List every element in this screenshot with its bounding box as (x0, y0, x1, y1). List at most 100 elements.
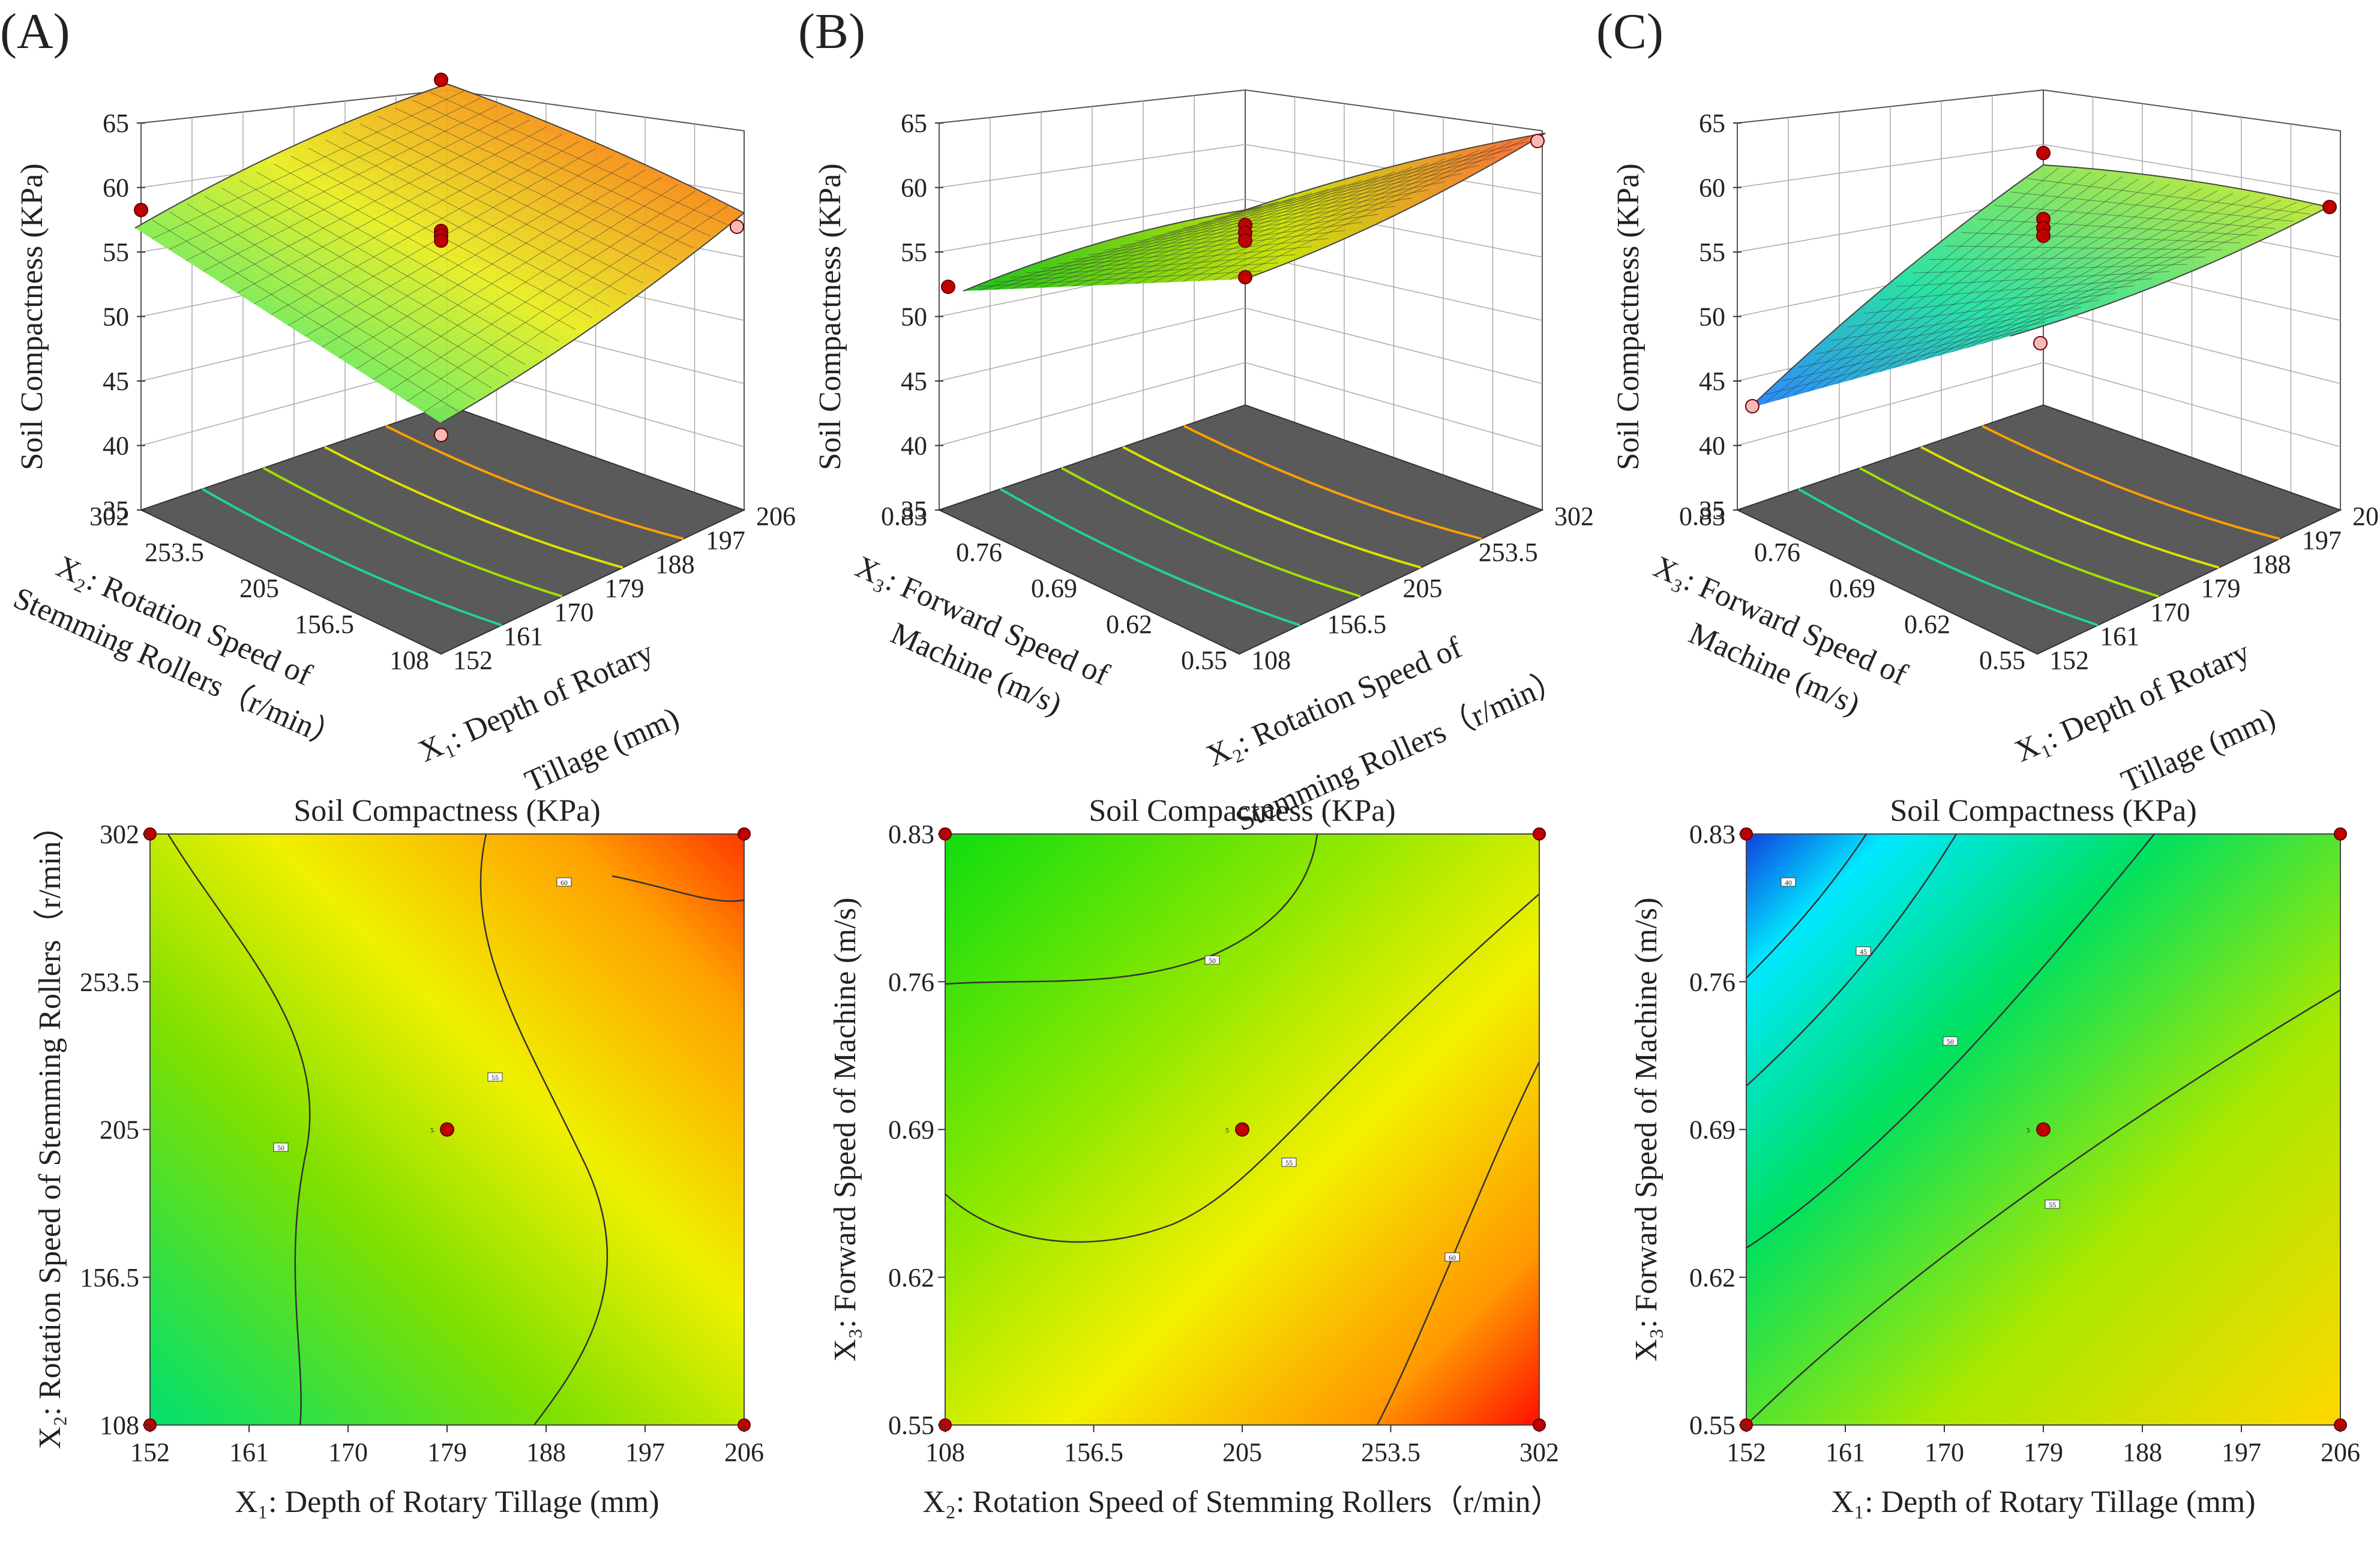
y-tick-label: 0.76 (888, 967, 934, 997)
x-tick-label: 206 (756, 502, 796, 531)
floor-contour-line (263, 467, 563, 598)
y-tick-label: 0.69 (888, 1115, 934, 1145)
surface-mesh-line (1981, 202, 2297, 344)
surface-mesh-line (429, 91, 728, 225)
y-tick-label: 0.69 (1829, 574, 1875, 603)
y-tick-label: 0.83 (1689, 820, 1735, 849)
floor-contour-line (385, 425, 684, 540)
z-tick-label: 40 (901, 431, 927, 461)
contour-line (479, 833, 609, 1426)
y-tick-label: 253.5 (145, 538, 204, 567)
surface-mesh-line (1198, 145, 1495, 281)
design-point (730, 220, 744, 234)
contour-line (1746, 833, 1868, 979)
surface-panel-a: 35 40 45 50 55 60 65 Soil Compactness (KPa) 152 1… (8, 73, 796, 799)
x-tick-label: 152 (2049, 646, 2089, 675)
x-tick-label: 170 (328, 1438, 368, 1467)
floor-contour-line (324, 446, 624, 569)
z-tick-label: 40 (103, 431, 129, 461)
design-point (434, 233, 448, 248)
x-tick-label: 179 (605, 574, 645, 603)
y-tick-label: 0.76 (956, 538, 1002, 567)
z-tick-label: 35 (901, 496, 927, 525)
design-point (2036, 146, 2051, 160)
z-tick-label: 50 (103, 302, 129, 332)
x-tick-label: 205 (1403, 574, 1443, 603)
contour-panel-a: 50 55 60 5 Soil Compactness (KPa) 152 161 170 17… (33, 794, 764, 1519)
x-tick-label: 152 (453, 646, 493, 675)
y-tick-label: 156.5 (80, 1263, 139, 1292)
y-tick-label: 0.55 (1181, 646, 1227, 675)
contour-label: 55 (2049, 1201, 2056, 1209)
x-tick-label: 206 (2352, 502, 2380, 531)
x-tick-label: 188 (2252, 550, 2291, 579)
contour-label: 50 (1209, 956, 1216, 965)
y-axis-title: X₂: Rotation Speed of Stemming Rollers（r… (33, 810, 67, 1449)
z-tick-label: 35 (1699, 496, 1725, 525)
surface-mesh-line (389, 191, 695, 391)
y-tick-label: 0.76 (1689, 967, 1735, 997)
y-tick-label: 205 (100, 1115, 139, 1145)
surface-mesh-line (424, 205, 728, 413)
contour-line (945, 893, 1540, 1243)
design-point (2036, 229, 2051, 243)
surface-mesh-line (407, 198, 712, 402)
x-tick-label: 108 (925, 1438, 965, 1467)
z-tick-label: 45 (1699, 367, 1725, 396)
surface-panel-b: 35 40 45 50 55 60 65 Soil Compactness (KPa) 108 1… (813, 89, 1594, 838)
x-tick-label: 206 (724, 1438, 764, 1467)
contour-label: 60 (560, 878, 568, 887)
x-tick-label: 108 (1251, 646, 1291, 675)
x-tick-label: 197 (2302, 526, 2342, 555)
y-tick-label: 0.62 (1106, 610, 1152, 639)
center-point (440, 1122, 454, 1137)
z-axis-title: Soil Compactness (KPa) (813, 163, 847, 470)
design-point (738, 827, 751, 841)
contour-label-box (1281, 1157, 1297, 1167)
contour-label-box (273, 1142, 289, 1152)
design-point (434, 428, 448, 442)
contour-label: 50 (1947, 1037, 1954, 1046)
y-tick-label: 0.83 (888, 820, 934, 849)
contour-line (945, 833, 1318, 985)
contour-title: Soil Compactness (KPa) (293, 794, 600, 828)
contour-line (1376, 1061, 1540, 1426)
contour-line (167, 833, 311, 1426)
z-tick-label: 50 (1699, 302, 1725, 332)
contour-label-box (1444, 1252, 1460, 1262)
z-axis-title: Soil Compactness (KPa) (15, 163, 49, 470)
z-tick-label: 55 (1699, 238, 1725, 267)
contour-title: Soil Compactness (KPa) (1890, 794, 2196, 828)
x-tick-label: 188 (655, 550, 695, 579)
y-tick-label: 0.83 (881, 502, 927, 531)
design-point (1530, 134, 1545, 148)
surface-mesh-line (1213, 141, 1512, 281)
floor-projection (139, 404, 746, 655)
design-point (2322, 200, 2337, 214)
y-tick-label: 0.55 (888, 1411, 934, 1440)
y-tick-label: 0.83 (1679, 502, 1725, 531)
x-tick-label: 170 (554, 598, 593, 627)
floor-contour-line (202, 488, 502, 626)
surface-panel-c: 35 40 45 50 55 60 65 Soil Compactness (KPa) 152 1… (1611, 89, 2380, 799)
design-point (2334, 827, 2347, 841)
y-tick-label: 0.55 (1979, 646, 2025, 675)
x-axis-title: X₂: Rotation Speed of Stemming Rollers（r… (922, 1485, 1561, 1519)
x-tick-label: 197 (2222, 1438, 2261, 1467)
surface-mesh-line (1213, 149, 1512, 220)
z-tick-label: 45 (103, 367, 129, 396)
x-tick-label: 179 (2201, 574, 2241, 603)
x-tick-label: 156.5 (1064, 1438, 1123, 1467)
x-tick-label: 188 (526, 1438, 566, 1467)
z-tick-label: 60 (901, 173, 927, 203)
x-tick-label: 205 (1222, 1438, 1262, 1467)
contour-label-box (556, 877, 572, 887)
panel-label-a: (A) (0, 4, 70, 59)
response-surface (1749, 164, 2330, 409)
floor-contour-line (1920, 446, 2220, 569)
y-tick-label: 156.5 (295, 610, 354, 639)
z-tick-label: 50 (901, 302, 927, 332)
contour-label-box (2045, 1199, 2060, 1209)
